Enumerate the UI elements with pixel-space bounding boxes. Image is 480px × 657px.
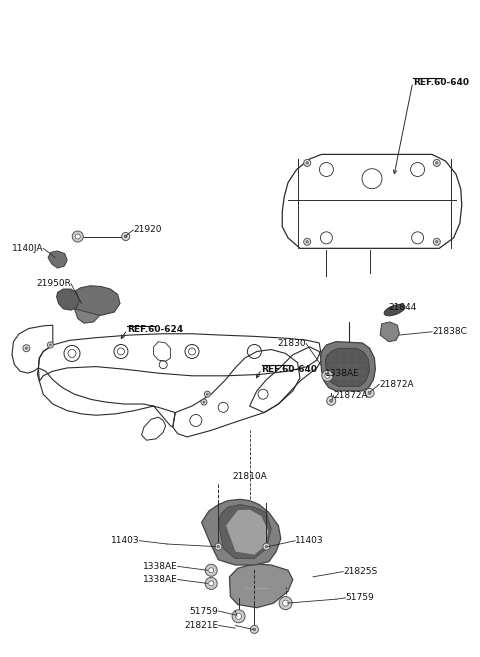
Text: 51759: 51759 <box>346 593 374 602</box>
Text: REF.60-640: REF.60-640 <box>262 365 318 374</box>
Circle shape <box>75 234 80 239</box>
Circle shape <box>365 388 374 397</box>
Text: 1338AE: 1338AE <box>143 562 178 571</box>
Polygon shape <box>48 251 67 268</box>
Polygon shape <box>380 322 399 342</box>
Polygon shape <box>70 286 120 315</box>
Circle shape <box>327 396 336 405</box>
Polygon shape <box>229 564 293 608</box>
Text: 11403: 11403 <box>110 536 139 545</box>
Circle shape <box>23 345 30 351</box>
Text: 21844: 21844 <box>389 303 417 312</box>
Text: 21920: 21920 <box>133 225 162 235</box>
Circle shape <box>215 543 222 550</box>
Circle shape <box>330 399 333 402</box>
Circle shape <box>304 160 311 166</box>
Text: 21825S: 21825S <box>343 567 377 576</box>
Circle shape <box>48 342 53 348</box>
Polygon shape <box>325 348 370 386</box>
Circle shape <box>283 600 288 606</box>
Circle shape <box>209 581 214 586</box>
Circle shape <box>253 628 256 631</box>
Ellipse shape <box>384 304 405 316</box>
Circle shape <box>304 238 311 245</box>
Circle shape <box>435 162 438 164</box>
Text: 11403: 11403 <box>295 536 324 545</box>
Text: 21830: 21830 <box>277 339 306 348</box>
Circle shape <box>72 231 83 242</box>
Text: 21872A: 21872A <box>334 391 368 400</box>
Circle shape <box>203 401 205 403</box>
Circle shape <box>306 162 309 164</box>
Text: 1338AE: 1338AE <box>325 369 360 378</box>
Text: 21838C: 21838C <box>432 327 467 336</box>
Text: 21821E: 21821E <box>184 621 218 630</box>
Polygon shape <box>74 309 100 323</box>
Circle shape <box>204 391 210 397</box>
Circle shape <box>433 238 440 245</box>
Text: 1140JA: 1140JA <box>12 244 43 253</box>
Circle shape <box>122 233 130 240</box>
Text: 51759: 51759 <box>190 606 218 616</box>
Circle shape <box>209 568 214 573</box>
Circle shape <box>25 347 28 350</box>
Text: REF.60-624: REF.60-624 <box>127 325 183 334</box>
Circle shape <box>201 399 207 405</box>
Text: 21950R: 21950R <box>36 279 71 288</box>
Circle shape <box>205 578 217 589</box>
Circle shape <box>124 235 127 238</box>
Circle shape <box>265 545 268 548</box>
Circle shape <box>217 545 220 548</box>
Circle shape <box>205 564 217 576</box>
Polygon shape <box>57 289 79 310</box>
Text: 21810A: 21810A <box>232 472 267 481</box>
Circle shape <box>49 344 51 346</box>
Circle shape <box>368 392 371 394</box>
Circle shape <box>232 610 245 623</box>
Circle shape <box>236 613 241 620</box>
Circle shape <box>435 240 438 243</box>
Polygon shape <box>218 505 271 558</box>
Circle shape <box>263 543 270 550</box>
Circle shape <box>251 625 258 633</box>
Text: 1338AE: 1338AE <box>143 575 178 584</box>
Circle shape <box>322 371 333 381</box>
Circle shape <box>306 240 309 243</box>
Circle shape <box>206 393 208 396</box>
Polygon shape <box>202 499 281 565</box>
Polygon shape <box>226 509 269 555</box>
Text: REF.60-640: REF.60-640 <box>413 78 469 87</box>
Circle shape <box>325 373 330 378</box>
Polygon shape <box>321 342 375 391</box>
Circle shape <box>433 160 440 166</box>
Circle shape <box>279 597 292 610</box>
Text: 21872A: 21872A <box>379 380 414 389</box>
